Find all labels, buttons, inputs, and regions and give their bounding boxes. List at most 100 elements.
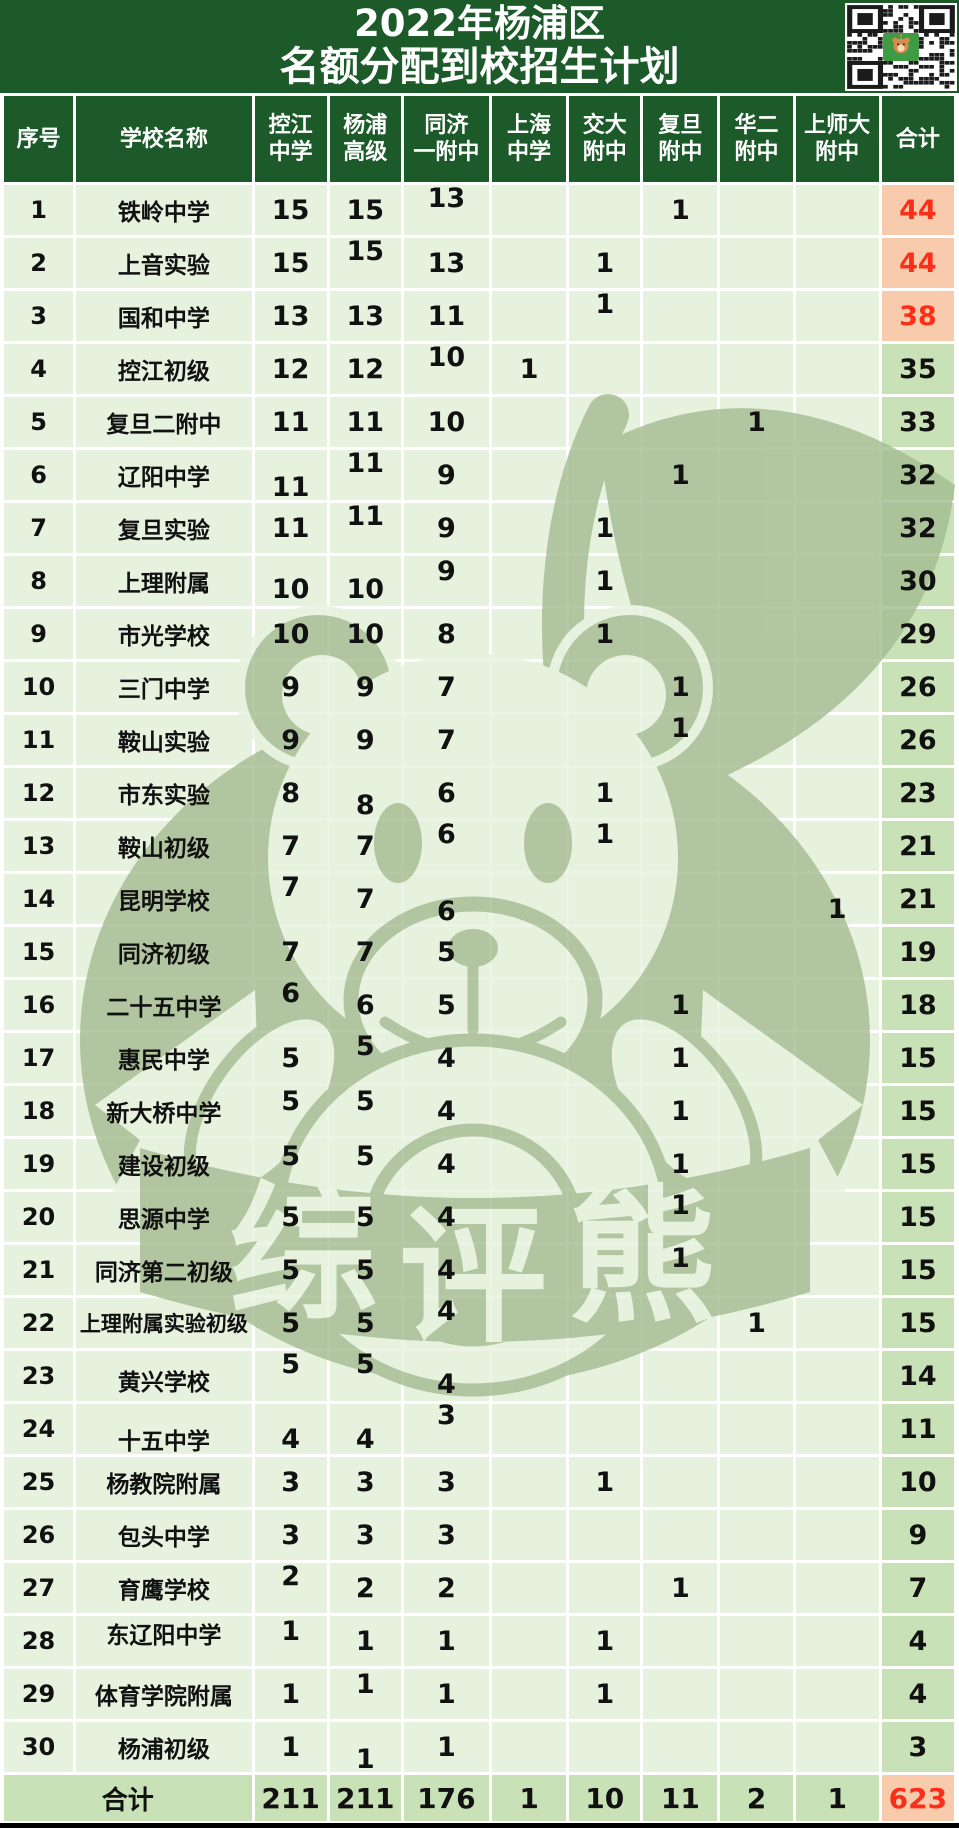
cell-quota-value [720, 1510, 793, 1560]
cell-quota-value [795, 609, 879, 659]
cell-quota-value: 13 [254, 291, 327, 341]
cell-row-total: 15 [881, 1139, 954, 1189]
cell-quota-value [569, 1351, 641, 1401]
cell-quota-value: 1 [643, 1563, 718, 1613]
cell-quota-value: 5 [403, 980, 489, 1030]
table-row: 29 体育学院附属 1 1 1 1 4 [4, 1669, 954, 1719]
cell-quota-value [569, 1086, 641, 1136]
cell-quota-value [491, 1563, 567, 1613]
cell-quota-value: 1 [403, 1722, 489, 1772]
cell-quota-value: 3 [254, 1457, 327, 1507]
cell-row-number: 3 [4, 291, 74, 341]
table-row: 18 新大桥中学 5 5 4 1 15 [4, 1086, 954, 1136]
cell-row-number: 22 [4, 1298, 74, 1348]
cell-quota-value [491, 1033, 567, 1083]
cell-quota-value: 9 [329, 715, 401, 765]
table-row: 27 育鹰学校 2 2 2 1 7 [4, 1561, 954, 1613]
cell-quota-value: 7 [254, 927, 327, 977]
cell-quota-value [795, 821, 879, 871]
col-header-highschool-3: 同济 一附中 [403, 96, 489, 182]
cell-quota-value [491, 503, 567, 553]
cell-school-name: 市东实验 [76, 768, 252, 818]
cell-quota-value [491, 1192, 567, 1242]
cell-quota-value: 1 [569, 1457, 641, 1507]
cell-row-number: 2 [4, 238, 74, 288]
cell-row-total: 18 [881, 980, 954, 1030]
cell-school-name: 控江初级 [76, 344, 252, 394]
cell-quota-value: 7 [329, 821, 401, 871]
cell-row-total: 29 [881, 609, 954, 659]
cell-quota-value: 13 [403, 183, 489, 235]
cell-quota-value [643, 238, 718, 288]
cell-quota-value: 1 [720, 1298, 793, 1348]
cell-quota-value: 5 [403, 927, 489, 977]
cell-quota-value [643, 768, 718, 818]
cell-quota-value [720, 609, 793, 659]
cell-quota-value [720, 768, 793, 818]
cell-quota-value [643, 1457, 718, 1507]
table-row: 17 惠民中学 5 5 4 1 15 [4, 1031, 954, 1083]
cell-quota-value [720, 1404, 793, 1454]
cell-quota-value: 6 [403, 819, 489, 871]
cell-quota-value [491, 1457, 567, 1507]
cell-quota-value: 6 [403, 768, 489, 818]
cell-quota-value: 1 [569, 238, 641, 288]
cell-quota-value: 1 [643, 450, 718, 500]
cell-quota-value: 2 [403, 1563, 489, 1613]
cell-school-name: 思源中学 [76, 1192, 252, 1242]
cell-quota-value: 8 [403, 609, 489, 659]
cell-quota-value [720, 1192, 793, 1242]
cell-quota-value: 13 [403, 238, 489, 288]
cell-quota-value [569, 662, 641, 712]
cell-quota-value [795, 1457, 879, 1507]
cell-school-name: 鞍山实验 [76, 715, 252, 765]
cell-quota-value: 10 [403, 342, 489, 394]
cell-quota-value [720, 1139, 793, 1189]
cell-row-number: 17 [4, 1033, 74, 1083]
table-row: 24 十五中学 4 4 3 11 [4, 1400, 954, 1455]
cell-quota-value: 11 [329, 397, 401, 447]
cell-row-number: 23 [4, 1351, 74, 1401]
cell-quota-value: 1 [329, 1669, 401, 1719]
cell-quota-value: 11 [254, 503, 327, 553]
cell-quota-value: 12 [329, 344, 401, 394]
cell-school-name: 杨教院附属 [76, 1457, 252, 1507]
cell-quota-value: 4 [403, 1351, 489, 1401]
cell-quota-value [720, 1669, 793, 1719]
table-row: 26 包头中学 3 3 3 9 [4, 1510, 954, 1560]
cell-quota-value [643, 874, 718, 924]
cell-row-number: 10 [4, 662, 74, 712]
cell-quota-value [795, 662, 879, 712]
table-row: 28 东辽阳中学 1 1 1 1 4 [4, 1616, 954, 1666]
bottom-border-bar [0, 1823, 959, 1828]
cell-row-number: 29 [4, 1669, 74, 1719]
cell-quota-value: 1 [329, 1616, 401, 1666]
cell-row-number: 12 [4, 768, 74, 818]
table-row: 23 黄兴学校 5 5 4 14 [4, 1349, 954, 1401]
cell-quota-value: 2 [329, 1563, 401, 1613]
table-row: 22 上理附属实验初级 5 5 4 1 15 [4, 1296, 954, 1348]
cell-school-name: 鞍山初级 [76, 821, 252, 871]
cell-quota-value: 9 [403, 450, 489, 500]
cell-quota-value: 1 [643, 980, 718, 1030]
cell-quota-value: 15 [329, 185, 401, 235]
cell-quota-value [795, 503, 879, 553]
totals-label: 合计 [4, 1775, 252, 1821]
cell-row-total: 26 [881, 662, 954, 712]
cell-school-name: 上理附属 [76, 556, 252, 606]
cell-quota-value [569, 185, 641, 235]
cell-quota-value: 10 [329, 609, 401, 659]
cell-quota-value: 7 [254, 872, 327, 924]
cell-quota-value: 6 [403, 874, 489, 927]
cell-column-total: 10 [569, 1775, 641, 1821]
cell-school-name: 建设初级 [76, 1139, 252, 1189]
cell-quota-value [643, 397, 718, 447]
cell-quota-value [720, 1351, 793, 1401]
cell-quota-value: 1 [569, 1616, 641, 1666]
cell-quota-value [491, 1669, 567, 1719]
cell-quota-value: 1 [403, 1669, 489, 1719]
cell-quota-value [795, 927, 879, 977]
cell-quota-value: 9 [329, 662, 401, 712]
cell-row-number: 8 [4, 556, 74, 606]
cell-row-number: 13 [4, 821, 74, 871]
